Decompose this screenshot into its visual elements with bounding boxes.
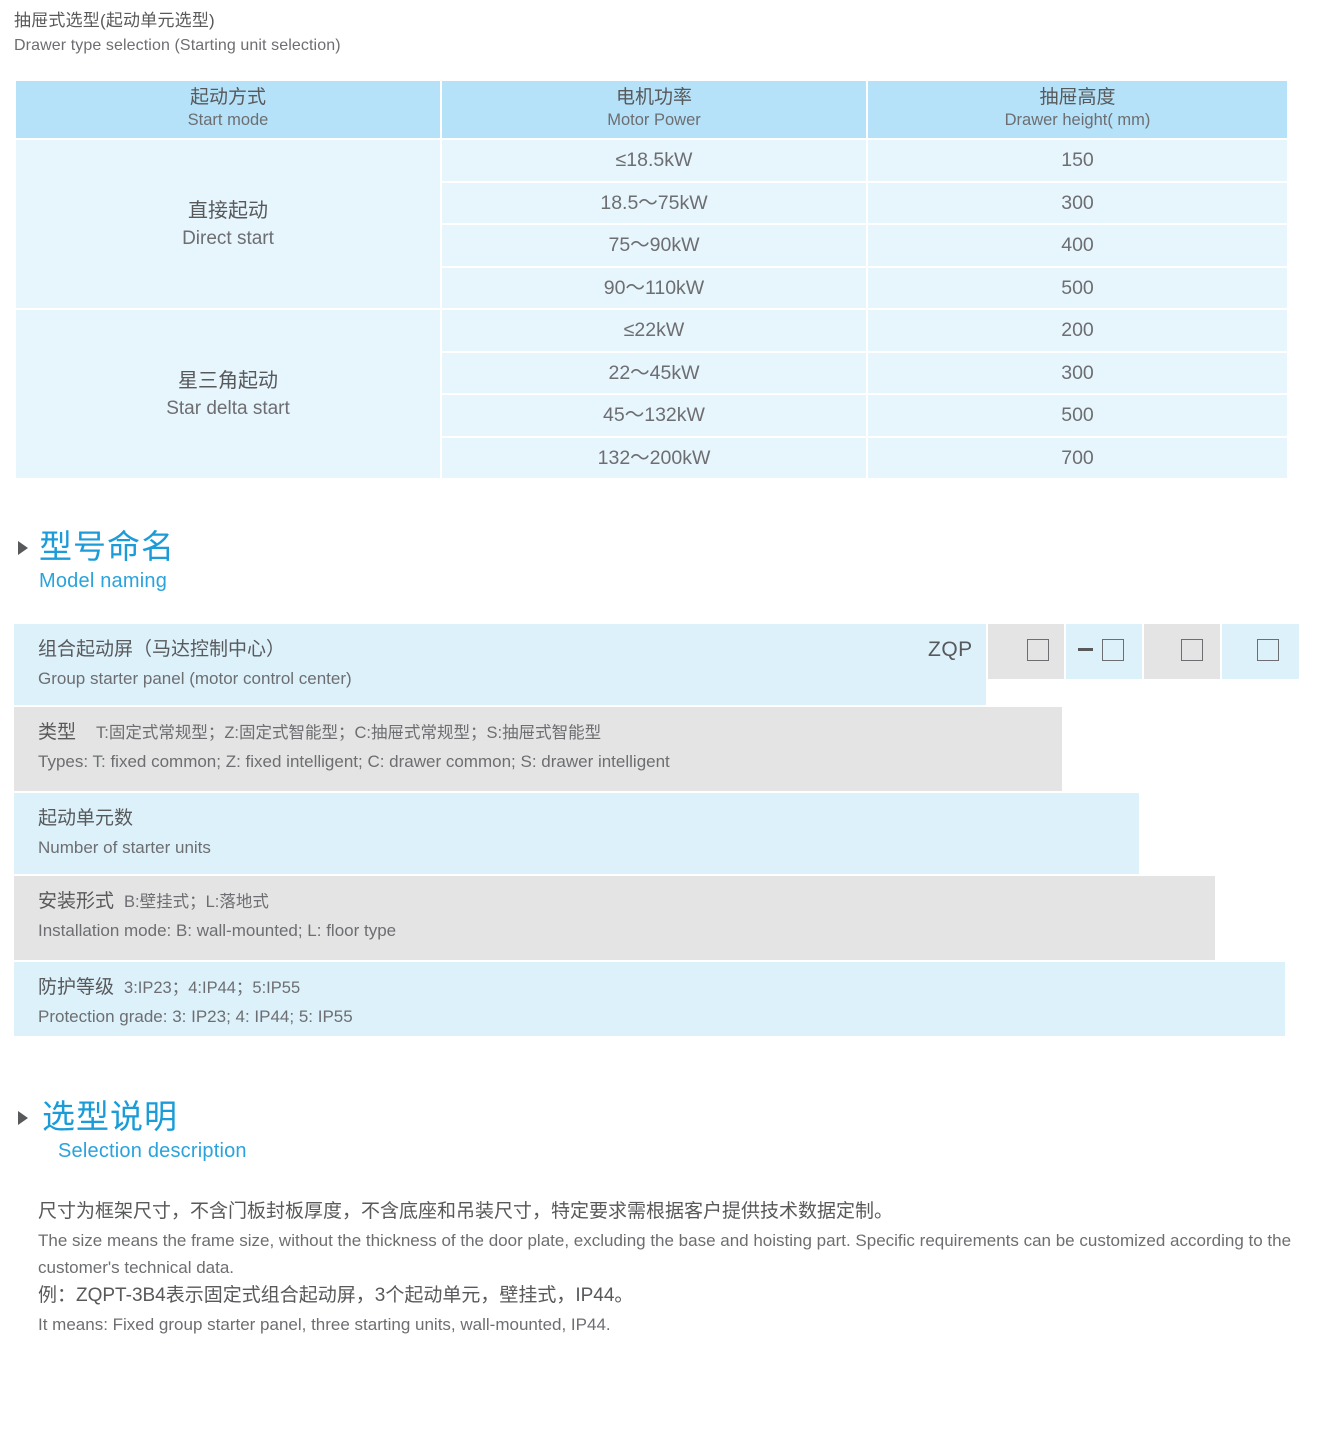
triangle-bullet-icon (18, 1111, 28, 1125)
naming-row-product: 组合起动屏（马达控制中心） Group starter panel (motor… (14, 624, 986, 705)
motor-power-value: ≤18.5kW (442, 140, 866, 181)
drawer-selection-table: 起动方式 Start mode 电机功率 Motor Power 抽屉高度 Dr… (14, 79, 1289, 480)
drawer-height-value: 300 (868, 352, 1287, 393)
model-naming-diagram: 组合起动屏（马达控制中心） Group starter panel (motor… (14, 624, 1299, 1036)
naming-label-en: Protection grade: 3: IP23; 4: IP44; 5: I… (38, 1007, 353, 1026)
motor-power-value: ≤22kW (442, 310, 866, 351)
table-row: 45～132kW 500 (16, 395, 1287, 436)
motor-power-value: 132〜200kW (442, 437, 866, 478)
column-header-start-mode: 起动方式 Start mode (16, 81, 440, 138)
motor-power-value: 75～90kW (442, 225, 866, 266)
section-heading-model-naming: 型号命名 Model naming (18, 527, 175, 595)
selection-line1-en: The size means the frame size, without t… (38, 1231, 1292, 1277)
drawer-height-value: 500 (868, 267, 1287, 308)
page-caption: 抽屉式选型(起动单元选型) Drawer type selection (Sta… (14, 8, 914, 58)
drawer-height-value: 700 (868, 437, 1287, 478)
table-header-row: 起动方式 Start mode 电机功率 Motor Power 抽屉高度 Dr… (16, 81, 1287, 138)
model-code-box-installation (1181, 639, 1203, 661)
motor-power-value: 18.5～75kW (442, 182, 866, 223)
naming-row-protection: 防护等级 3:IP23；4:IP44；5:IP55 Protection grad… (14, 962, 1285, 1036)
caption-title-en: Drawer type selection (Starting unit sel… (14, 37, 341, 54)
motor-power-value: 45～132kW (442, 395, 866, 436)
drawer-height-value: 400 (868, 225, 1287, 266)
naming-row-type: 类型 T:固定式常规型；Z:固定式智能型；C:抽屉式常规型；S:抽屉式智能型 Ty… (14, 707, 1062, 791)
column-header-drawer-height: 抽屉高度 Drawer height( mm) (868, 81, 1287, 138)
table-row: 18.5～75kW 300 (16, 182, 1287, 223)
section-title-en: Selection description (58, 1140, 247, 1162)
model-code-box-protection (1257, 639, 1279, 661)
naming-row-installation: 安装形式 B:壁挂式；L:落地式 Installation mode: B: wa… (14, 876, 1215, 960)
naming-label-cn: 防护等级 3:IP23；4:IP44；5:IP55 (38, 977, 301, 998)
model-code-prefix: ZQP (928, 638, 973, 661)
naming-label-cn: 类型 T:固定式常规型；Z:固定式智能型；C:抽屉式常规型；S:抽屉式智能型 (38, 722, 602, 743)
naming-label-en: Installation mode: B: wall-mounted; L: f… (38, 921, 397, 940)
table-row: 75～90kW 400 (16, 225, 1287, 266)
table-row: 直接起动 Direct start ≤18.5kW 150 (16, 140, 1287, 308)
selection-line2-cn: 例：ZQPT-3B4表示固定式组合起动屏，3个起动单元，壁挂式，IP44。 (38, 1285, 634, 1306)
table-header: 起动方式 Start mode 电机功率 Motor Power 抽屉高度 Dr… (16, 81, 1287, 138)
section-title-cn: 选型说明 (42, 1098, 178, 1135)
naming-label-en: Types: T: fixed common; Z: fixed intelli… (38, 752, 670, 771)
drawer-height-value: 200 (868, 310, 1287, 351)
naming-label-cn: 起动单元数 (38, 808, 134, 829)
naming-label-cn: 安装形式 B:壁挂式；L:落地式 (38, 891, 269, 912)
start-mode-star-delta: 星三角起动 Star delta start (16, 310, 440, 478)
table-body: 直接起动 Direct start ≤18.5kW 150 18.5～75kW … (16, 140, 1287, 478)
table-row: 90～110kW 500 (16, 267, 1287, 308)
motor-power-value: 22～45kW (442, 352, 866, 393)
drawer-height-value: 300 (868, 182, 1287, 223)
section-title-en: Model naming (39, 570, 168, 592)
code-strip-4 (1222, 624, 1299, 679)
model-code-dash-icon (1078, 648, 1093, 651)
naming-label-en: Group starter panel (motor control cente… (38, 669, 352, 688)
code-strip-prefix (910, 624, 986, 679)
naming-label-cn: 组合起动屏（马达控制中心） (38, 639, 286, 660)
model-code-box-type (1027, 639, 1049, 661)
triangle-bullet-icon (18, 541, 28, 555)
section-title-cn: 型号命名 (39, 528, 175, 565)
section-heading-selection-description: 选型说明 Selection description (18, 1097, 247, 1165)
caption-title-cn: 抽屉式选型(起动单元选型) (14, 11, 215, 30)
selection-line2-en: It means: Fixed group starter panel, thr… (38, 1315, 611, 1334)
code-strip-2 (1066, 624, 1142, 679)
drawer-height-value: 500 (868, 395, 1287, 436)
code-strip-1 (988, 624, 1064, 679)
table-row: 132〜200kW 700 (16, 437, 1287, 478)
table-row: 星三角起动 Star delta start ≤22kW 200 (16, 310, 1287, 478)
start-mode-direct: 直接起动 Direct start (16, 140, 440, 308)
naming-row-unit-count: 起动单元数 Number of starter units (14, 793, 1139, 874)
column-header-motor-power: 电机功率 Motor Power (442, 81, 866, 138)
table-row: 22～45kW 300 (16, 352, 1287, 393)
code-strip-3 (1144, 624, 1220, 679)
selection-description-body: 尺寸为框架尺寸，不含门板封板厚度，不含底座和吊装尺寸，特定要求需根据客户提供技术… (38, 1197, 1293, 1338)
model-code-row: ZQP (14, 624, 1299, 679)
selection-line1-cn: 尺寸为框架尺寸，不含门板封板厚度，不含底座和吊装尺寸，特定要求需根据客户提供技术… (38, 1201, 894, 1222)
model-code-box-unit-count (1102, 639, 1124, 661)
naming-label-en: Number of starter units (38, 838, 211, 857)
motor-power-value: 90～110kW (442, 267, 866, 308)
drawer-height-value: 150 (868, 140, 1287, 181)
